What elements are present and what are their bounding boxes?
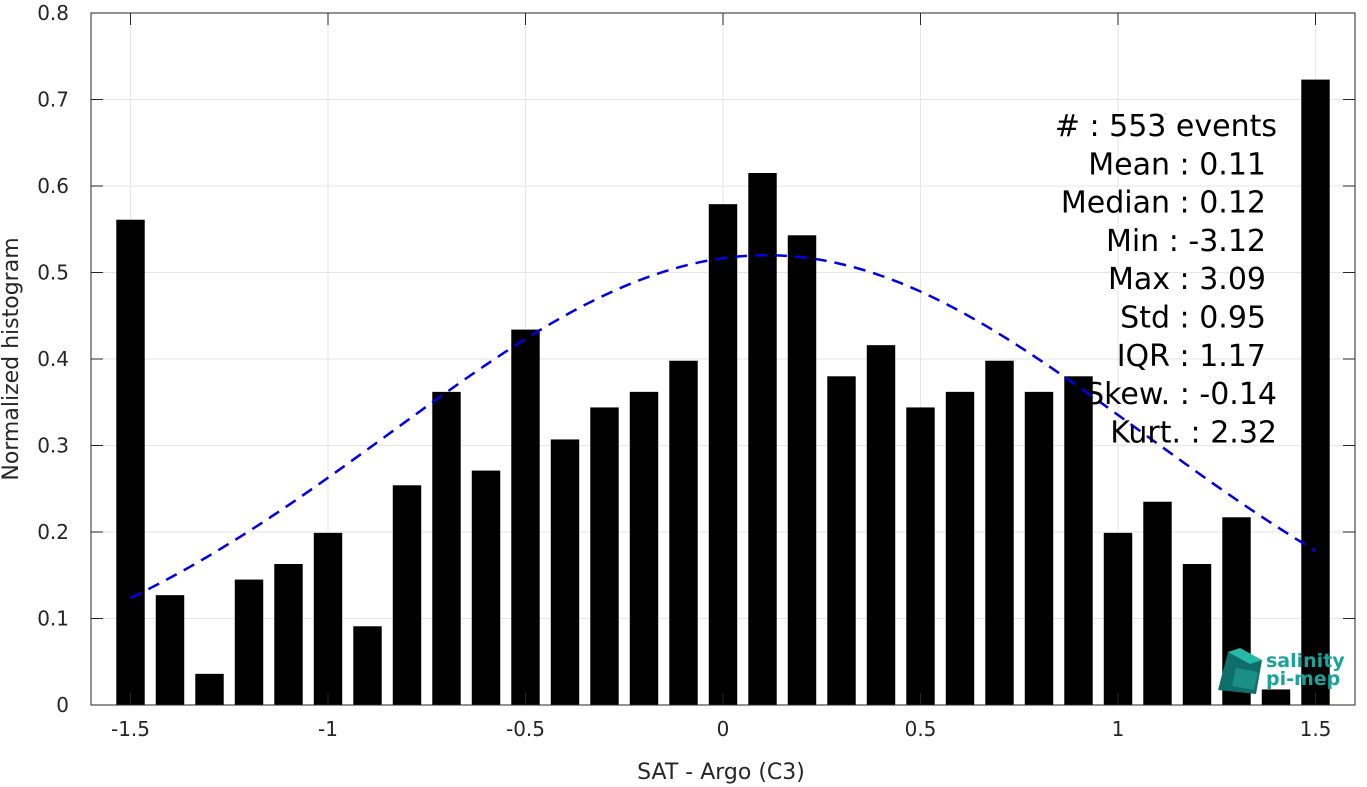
histogram-bar [116, 219, 145, 706]
histogram-bar [353, 626, 382, 705]
histogram-bar [669, 360, 698, 705]
logo-icon [1218, 648, 1262, 694]
histogram-bar [1024, 391, 1054, 705]
x-tick-label: 1 [1112, 717, 1125, 741]
x-tick-label: 0 [717, 717, 730, 741]
histogram-bar [629, 391, 659, 705]
histogram-bar [1064, 376, 1093, 705]
histogram-bar [155, 595, 185, 705]
histogram-bar [906, 407, 935, 705]
x-tick-label: -1 [318, 717, 338, 741]
histogram-bar [274, 564, 303, 705]
y-tick-label: 0.4 [37, 347, 69, 371]
stat-line: # : 553 events [1055, 109, 1277, 144]
y-tick-label: 0.6 [37, 174, 69, 198]
histogram-bar [945, 391, 975, 705]
x-tick-label: -0.5 [506, 717, 545, 741]
stat-line: Max : 3.09 [1108, 262, 1266, 297]
histogram-bar [1261, 689, 1291, 705]
histogram-bar [432, 391, 461, 705]
y-tick-label: 0.7 [37, 88, 69, 112]
histogram-bar [827, 376, 856, 705]
stat-line: Skew. : -0.14 [1085, 377, 1277, 412]
histogram-bar [1301, 79, 1330, 706]
logo-text-pimep: pi-mep [1266, 668, 1340, 690]
histogram-bar [590, 407, 619, 705]
histogram-bar [195, 673, 224, 705]
stat-line: Std : 0.95 [1120, 301, 1266, 336]
y-tick-label: 0.2 [37, 520, 69, 544]
y-tick-label: 0.1 [37, 607, 69, 631]
histogram-bar [985, 360, 1014, 705]
stat-line: Kurt. : 2.32 [1110, 415, 1277, 450]
histogram-bar [511, 329, 540, 705]
x-tick-label: 0.5 [905, 717, 937, 741]
stat-line: Median : 0.12 [1061, 186, 1266, 221]
axes: -1.5 -1 -0.5 0 0.5 1 1.5 0 0.1 0.2 0.3 0.4 0.5 0.6 0.7… [37, 1, 1356, 741]
histogram-bar [1182, 564, 1212, 705]
histogram-bar [550, 439, 580, 705]
histogram-bar [392, 485, 422, 705]
stat-line: Min : -3.12 [1106, 224, 1266, 259]
histogram-bar [471, 470, 501, 705]
x-tick-label: -1.5 [111, 717, 150, 741]
y-axis-title: Normalized histogram [0, 237, 24, 480]
histogram-bar [748, 173, 777, 705]
gaussian-fit-curve [129, 253, 1317, 600]
x-tick-label: 1.5 [1300, 717, 1332, 741]
histogram-bar [866, 345, 896, 705]
stat-line: Mean : 0.11 [1088, 147, 1266, 182]
histogram-bar [234, 579, 264, 705]
y-tick-label: 0 [56, 693, 69, 717]
histogram-bar [313, 532, 343, 705]
y-tick-label: 0.3 [37, 434, 69, 458]
histogram-bar [708, 204, 738, 706]
stat-line: IQR : 1.17 [1117, 339, 1266, 374]
logo-text-salinity: salinity [1266, 650, 1345, 672]
gaussian-fit-line [129, 253, 1317, 600]
logo-cube-top [1228, 648, 1262, 664]
x-axis-title: SAT - Argo (C3) [637, 760, 805, 785]
histogram-bar [1103, 532, 1133, 705]
logo-cube-face [1232, 668, 1258, 690]
histogram-bars [116, 79, 1330, 706]
histogram-bar [787, 235, 817, 705]
y-tick-label: 0.5 [37, 261, 69, 285]
y-tick-label: 0.8 [37, 1, 69, 25]
histogram-bar [1143, 501, 1172, 705]
